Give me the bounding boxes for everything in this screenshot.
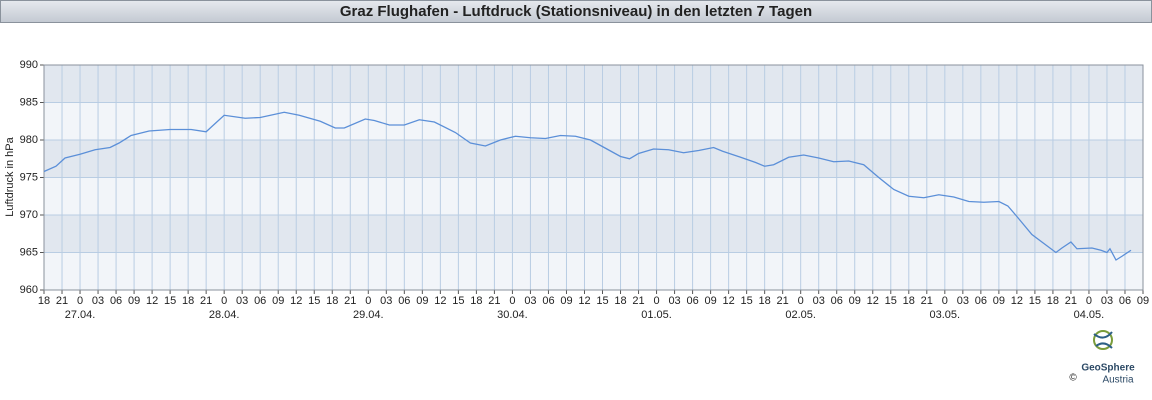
- grid-band: [44, 215, 1143, 253]
- x-tick-label: 12: [1011, 295, 1023, 307]
- chart-title: Graz Flughafen - Luftdruck (Stationsnive…: [340, 3, 812, 20]
- date-label: 03.05.: [930, 309, 961, 321]
- x-tick-label: 12: [146, 295, 158, 307]
- x-tick-label: 06: [975, 295, 987, 307]
- grid-band: [44, 252, 1143, 290]
- x-tick-label: 06: [542, 295, 554, 307]
- data-line: [43, 111, 1132, 261]
- x-tick-label: 15: [741, 295, 753, 307]
- x-tick-label: 06: [1119, 295, 1131, 307]
- x-tick-label: 0: [653, 295, 659, 307]
- x-tick-label: 18: [903, 295, 915, 307]
- x-tick-label: 09: [128, 295, 140, 307]
- date-label: 29.04.: [353, 309, 384, 321]
- x-tick-label: 21: [200, 295, 212, 307]
- x-tick-label: 09: [272, 295, 284, 307]
- x-tick-label: 12: [290, 295, 302, 307]
- y-tick-label: 965: [20, 246, 38, 258]
- grid-band: [44, 65, 1143, 103]
- x-tick-label: 06: [398, 295, 410, 307]
- x-tick-label: 03: [92, 295, 104, 307]
- x-tick-label: 12: [434, 295, 446, 307]
- x-tick-label: 03: [668, 295, 680, 307]
- logo-sub: Austria: [1102, 375, 1134, 386]
- x-tick-label: 06: [110, 295, 122, 307]
- x-tick-label: 18: [38, 295, 50, 307]
- x-tick-label: 06: [831, 295, 843, 307]
- x-tick-label: 0: [365, 295, 371, 307]
- x-tick-label: 21: [777, 295, 789, 307]
- x-tick-label: 03: [1101, 295, 1113, 307]
- x-tick-label: 18: [1047, 295, 1059, 307]
- x-tick-label: 21: [1065, 295, 1077, 307]
- x-tick-label: 03: [813, 295, 825, 307]
- y-tick-label: 980: [20, 134, 38, 146]
- x-tick-label: 09: [560, 295, 572, 307]
- x-tick-label: 18: [326, 295, 338, 307]
- grid-band: [44, 177, 1143, 215]
- grid-band: [44, 102, 1143, 140]
- x-tick-label: 03: [957, 295, 969, 307]
- x-tick-label: 15: [164, 295, 176, 307]
- y-tick-label: 970: [20, 209, 38, 221]
- date-label: 28.04.: [209, 309, 240, 321]
- x-tick-label: 15: [1029, 295, 1041, 307]
- x-tick-label: 06: [686, 295, 698, 307]
- x-tick-label: 18: [759, 295, 771, 307]
- y-axis-label: Luftdruck in hPa: [4, 136, 16, 216]
- x-tick-label: 0: [798, 295, 804, 307]
- copyright: ©: [1069, 373, 1077, 384]
- x-tick-label: 21: [488, 295, 500, 307]
- x-tick-label: 21: [344, 295, 356, 307]
- logo: GeoSphere Austria ©: [1069, 330, 1135, 386]
- x-tick-label: 0: [1086, 295, 1092, 307]
- x-tick-label: 0: [77, 295, 83, 307]
- x-tick-label: 09: [416, 295, 428, 307]
- x-tick-label: 12: [722, 295, 734, 307]
- date-label: 01.05.: [641, 309, 672, 321]
- x-tick-label: 21: [632, 295, 644, 307]
- x-tick-label: 09: [704, 295, 716, 307]
- x-tick-label: 21: [921, 295, 933, 307]
- x-tick-label: 09: [1137, 295, 1149, 307]
- x-tick-label: 03: [524, 295, 536, 307]
- grid-band: [44, 140, 1143, 178]
- x-tick-label: 18: [182, 295, 194, 307]
- date-label: 04.05.: [1074, 309, 1105, 321]
- x-tick-label: 15: [885, 295, 897, 307]
- y-tick-label: 975: [20, 171, 38, 183]
- x-tick-label: 15: [452, 295, 464, 307]
- x-tick-label: 21: [56, 295, 68, 307]
- date-label: 30.04.: [497, 309, 528, 321]
- x-tick-label: 12: [578, 295, 590, 307]
- x-tick-label: 0: [221, 295, 227, 307]
- plot-border: [43, 64, 1144, 291]
- x-tick-label: 15: [308, 295, 320, 307]
- date-label: 02.05.: [785, 309, 816, 321]
- logo-icon: [1093, 331, 1113, 349]
- date-label: 27.04.: [65, 309, 96, 321]
- x-tick-label: 15: [596, 295, 608, 307]
- y-tick-label: 985: [20, 96, 38, 108]
- x-tick-label: 09: [849, 295, 861, 307]
- x-tick-label: 03: [380, 295, 392, 307]
- x-tick-label: 03: [236, 295, 248, 307]
- x-tick-label: 18: [614, 295, 626, 307]
- y-tick-label: 990: [20, 59, 38, 71]
- x-tick-label: 0: [509, 295, 515, 307]
- x-tick-label: 06: [254, 295, 266, 307]
- x-tick-label: 09: [993, 295, 1005, 307]
- y-tick-label: 960: [20, 284, 38, 296]
- x-tick-label: 18: [470, 295, 482, 307]
- x-tick-label: 0: [942, 295, 948, 307]
- logo-icon: [1093, 330, 1113, 350]
- x-tick-label: 12: [867, 295, 879, 307]
- logo-name: GeoSphere: [1081, 363, 1135, 374]
